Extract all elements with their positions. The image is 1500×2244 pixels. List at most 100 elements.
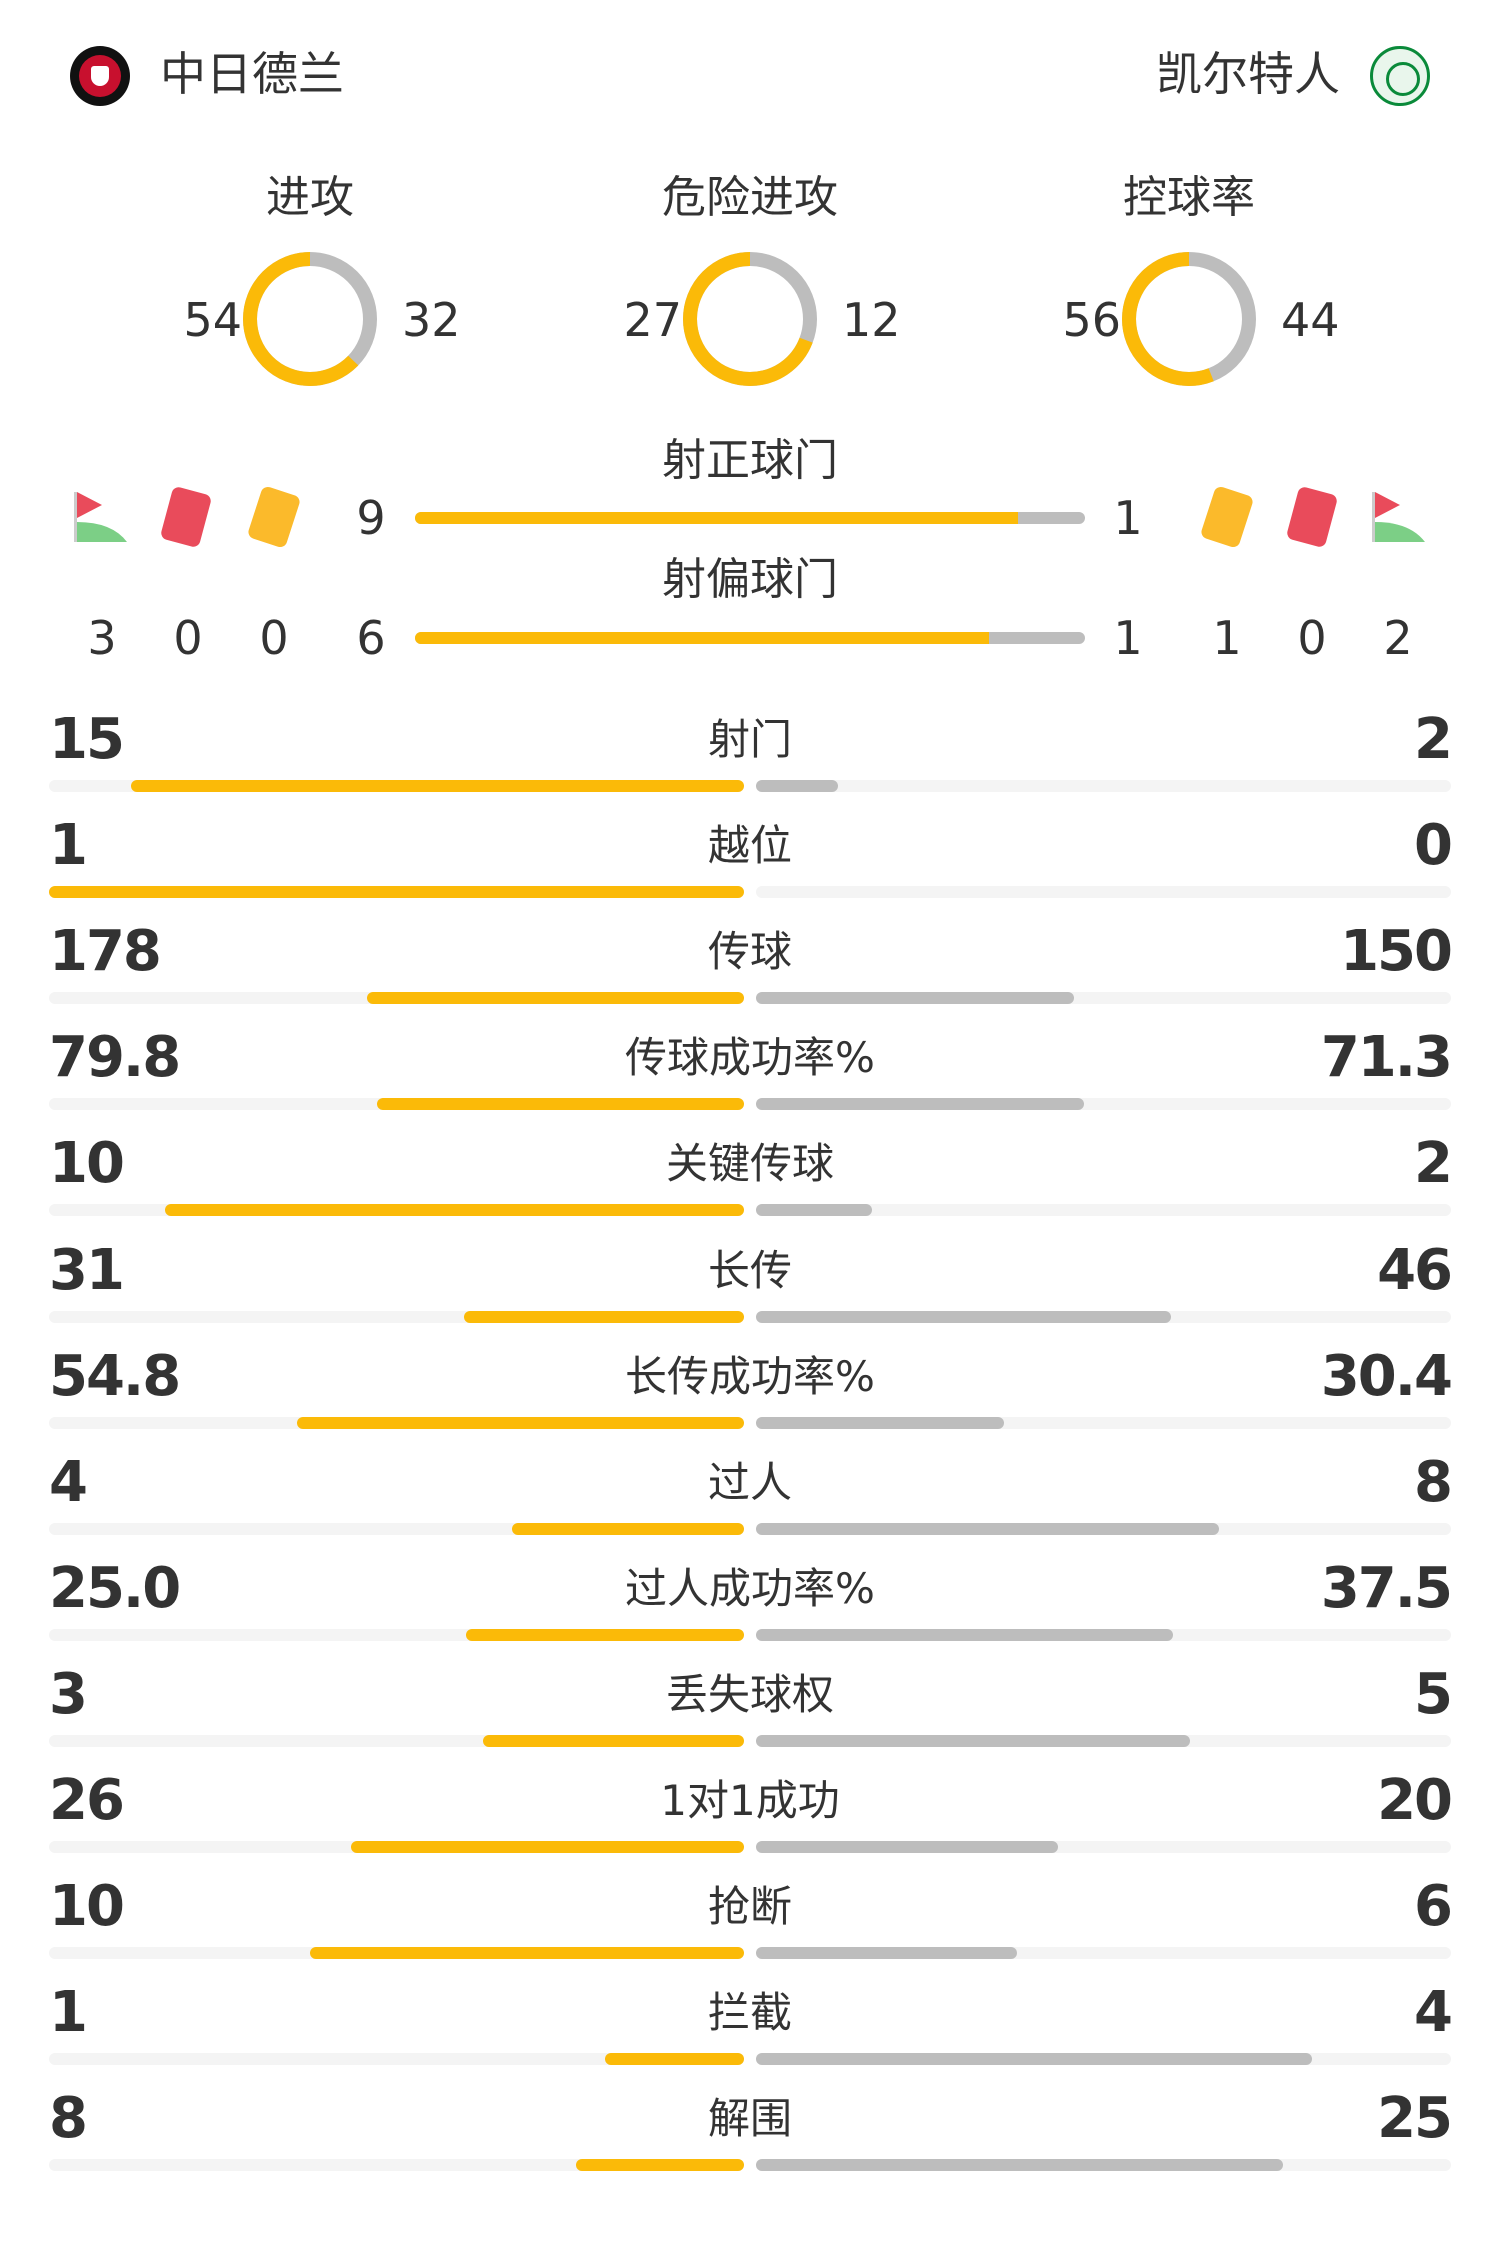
donut-away-value: 12 (842, 293, 901, 347)
stat-home-bar (164, 1204, 744, 1217)
stat-away-bar (756, 1841, 1059, 1853)
stat-away-bar (756, 1204, 872, 1217)
stat-home-bar (49, 886, 744, 899)
home-team-name: 中日德兰 (160, 47, 344, 101)
stat-away-bar (756, 780, 838, 792)
stat-away-track (756, 1734, 1451, 1747)
stat-away-track (756, 1204, 1451, 1217)
stat-label: 射门 (707, 715, 792, 764)
stat-label: 传球 (707, 927, 792, 977)
stat-home-track (49, 1416, 744, 1429)
donut-home-arc (243, 252, 377, 386)
stat-row: 10 关键传球 2 (0, 1132, 1500, 1222)
away-shots-on-target: 1 (1113, 491, 1143, 545)
stat-away-value: 150 (1340, 919, 1453, 985)
stat-label: 越位 (707, 821, 792, 871)
stat-away-bar (756, 2159, 1283, 2172)
stat-home-value: 10 (49, 1874, 125, 1940)
stat-home-bar (512, 1522, 744, 1535)
stat-away-value: 30.4 (1320, 1343, 1453, 1409)
stat-away-bar (756, 1522, 1220, 1535)
home-shots-on-target: 9 (356, 491, 386, 545)
stat-away-value: 25 (1377, 2086, 1453, 2152)
shots-off-target-label: 射偏球门 (662, 554, 838, 605)
stat-home-bar (309, 1947, 744, 1960)
stat-home-track (49, 1947, 744, 1960)
stat-home-bar (376, 1098, 744, 1111)
stat-home-track (49, 992, 744, 1005)
stat-away-track (756, 1098, 1451, 1111)
stat-row: 178 传球 150 (0, 920, 1500, 1010)
stat-away-bar (756, 1947, 1017, 1960)
donut-chart (1122, 252, 1256, 386)
stat-home-value: 10 (49, 1131, 125, 1197)
stat-away-value: 5 (1414, 1661, 1453, 1727)
donut-title: 危险进攻 (662, 172, 838, 223)
stat-away-value: 8 (1414, 1449, 1453, 1515)
stat-row: 31 长传 46 (0, 1237, 1500, 1329)
stat-home-track (49, 1310, 744, 1323)
stat-home-value: 1 (49, 813, 88, 879)
stat-home-value: 3 (49, 1661, 88, 1727)
away-red-cards: 0 (1297, 611, 1327, 665)
stat-row: 15 射门 2 (0, 708, 1500, 798)
stat-away-track (756, 1628, 1451, 1641)
stat-label: 关键传球 (665, 1139, 834, 1189)
stat-label: 1对1成功 (660, 1776, 840, 1825)
stat-away-value: 2 (1414, 707, 1453, 772)
stat-home-value: 1 (49, 1980, 88, 2046)
stat-home-track (49, 2053, 744, 2066)
stat-row: 10 抢断 6 (0, 1875, 1500, 1965)
stat-row: 4 过人 8 (0, 1449, 1500, 1541)
stat-away-track (756, 1416, 1451, 1429)
stat-away-bar (756, 1628, 1173, 1641)
stat-label: 过人成功率% (625, 1563, 875, 1613)
stat-label: 传球成功率% (625, 1033, 875, 1083)
stat-home-value: 31 (49, 1237, 125, 1303)
stat-home-bar (464, 1310, 744, 1323)
stat-row: 26 1对1成功 20 (0, 1769, 1500, 1859)
red-card-icon (1285, 485, 1339, 549)
stat-row: 1 越位 0 (0, 814, 1500, 904)
away-shots-off-target: 1 (1113, 611, 1143, 665)
stat-row: 8 解围 25 (0, 2087, 1500, 2177)
stat-away-bar (756, 2053, 1312, 2066)
stat-home-value: 25.0 (49, 1555, 181, 1621)
home-corners: 3 (87, 611, 117, 665)
away-corners: 2 (1383, 611, 1413, 665)
stat-label: 丢失球权 (665, 1669, 834, 1719)
stat-away-track (756, 780, 1451, 792)
stat-away-value: 0 (1414, 813, 1453, 879)
stat-home-bar (483, 1734, 744, 1747)
stat-label: 过人 (707, 1457, 792, 1507)
home-red-cards: 0 (173, 611, 203, 665)
donut-title: 控球率 (1123, 172, 1255, 223)
stat-home-track (49, 1522, 744, 1535)
stat-away-track (756, 1522, 1451, 1535)
stat-home-bar (466, 1628, 744, 1641)
stat-home-bar (351, 1841, 744, 1853)
stat-away-bar (756, 992, 1074, 1005)
stat-home-value: 54.8 (49, 1343, 181, 1409)
stat-home-track (49, 2159, 744, 2172)
stat-label: 长传 (707, 1245, 792, 1295)
home-yellow-cards: 0 (259, 611, 289, 665)
stat-away-bar (756, 1416, 1004, 1429)
stat-home-value: 79.8 (49, 1025, 181, 1091)
stat-away-track (756, 886, 1451, 899)
stat-home-track (49, 1734, 744, 1747)
stat-away-bar (756, 1310, 1172, 1323)
shots-off-target-bar (415, 632, 1085, 644)
stat-away-track (756, 992, 1451, 1005)
stat-home-bar (605, 2053, 744, 2066)
stat-home-value: 26 (49, 1768, 125, 1833)
stat-away-value: 2 (1414, 1131, 1453, 1197)
stat-away-track (756, 1841, 1451, 1853)
stat-away-bar (756, 1734, 1191, 1747)
donut-title: 进攻 (266, 172, 354, 223)
stat-home-bar (130, 780, 744, 792)
home-shots-off-target: 6 (356, 611, 386, 665)
donut-home-arc (683, 252, 817, 386)
stat-away-value: 6 (1414, 1874, 1453, 1940)
yellow-card-icon (246, 485, 302, 549)
